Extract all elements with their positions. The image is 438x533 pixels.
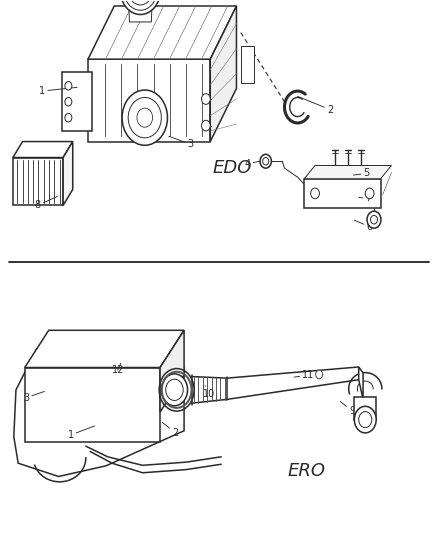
Circle shape <box>124 0 157 10</box>
Text: 11: 11 <box>294 370 314 381</box>
Circle shape <box>371 215 378 224</box>
Text: 7: 7 <box>359 193 372 204</box>
Polygon shape <box>14 349 184 477</box>
Text: 12: 12 <box>112 364 124 375</box>
Polygon shape <box>13 142 73 158</box>
Text: 9: 9 <box>340 401 355 416</box>
Circle shape <box>354 406 376 433</box>
Text: 3: 3 <box>23 391 44 403</box>
Polygon shape <box>62 72 92 131</box>
Polygon shape <box>88 59 210 142</box>
Circle shape <box>263 158 269 165</box>
Text: 2: 2 <box>162 422 178 438</box>
Circle shape <box>137 108 152 127</box>
Circle shape <box>201 94 210 104</box>
Polygon shape <box>304 165 392 179</box>
Text: 6: 6 <box>354 220 373 232</box>
Polygon shape <box>63 142 73 205</box>
Polygon shape <box>25 368 160 442</box>
Circle shape <box>65 98 72 106</box>
Polygon shape <box>88 6 237 59</box>
Circle shape <box>316 370 323 379</box>
Polygon shape <box>210 6 237 142</box>
Circle shape <box>161 374 187 406</box>
Circle shape <box>365 188 374 199</box>
Circle shape <box>65 114 72 122</box>
Circle shape <box>166 379 183 400</box>
Text: 8: 8 <box>35 196 57 211</box>
Text: 4: 4 <box>244 159 265 169</box>
Polygon shape <box>241 46 254 83</box>
Circle shape <box>65 82 72 90</box>
Text: 1: 1 <box>67 426 95 440</box>
Polygon shape <box>304 179 381 208</box>
Polygon shape <box>354 397 376 419</box>
Text: 5: 5 <box>353 168 370 179</box>
Text: 10: 10 <box>203 385 215 399</box>
Text: EDO: EDO <box>212 159 252 177</box>
Polygon shape <box>359 367 363 399</box>
Circle shape <box>359 411 372 427</box>
Circle shape <box>120 0 160 14</box>
Circle shape <box>260 155 272 168</box>
Polygon shape <box>13 158 63 205</box>
Polygon shape <box>25 330 184 368</box>
Text: 3: 3 <box>169 136 194 149</box>
Circle shape <box>122 90 167 146</box>
Polygon shape <box>128 0 152 22</box>
Text: 2: 2 <box>297 96 333 115</box>
Circle shape <box>201 120 210 131</box>
Circle shape <box>128 0 152 5</box>
Circle shape <box>367 211 381 228</box>
Text: ERO: ERO <box>287 462 325 480</box>
Polygon shape <box>160 330 184 412</box>
Circle shape <box>128 98 161 138</box>
Circle shape <box>311 188 319 199</box>
Text: 1: 1 <box>39 86 77 96</box>
